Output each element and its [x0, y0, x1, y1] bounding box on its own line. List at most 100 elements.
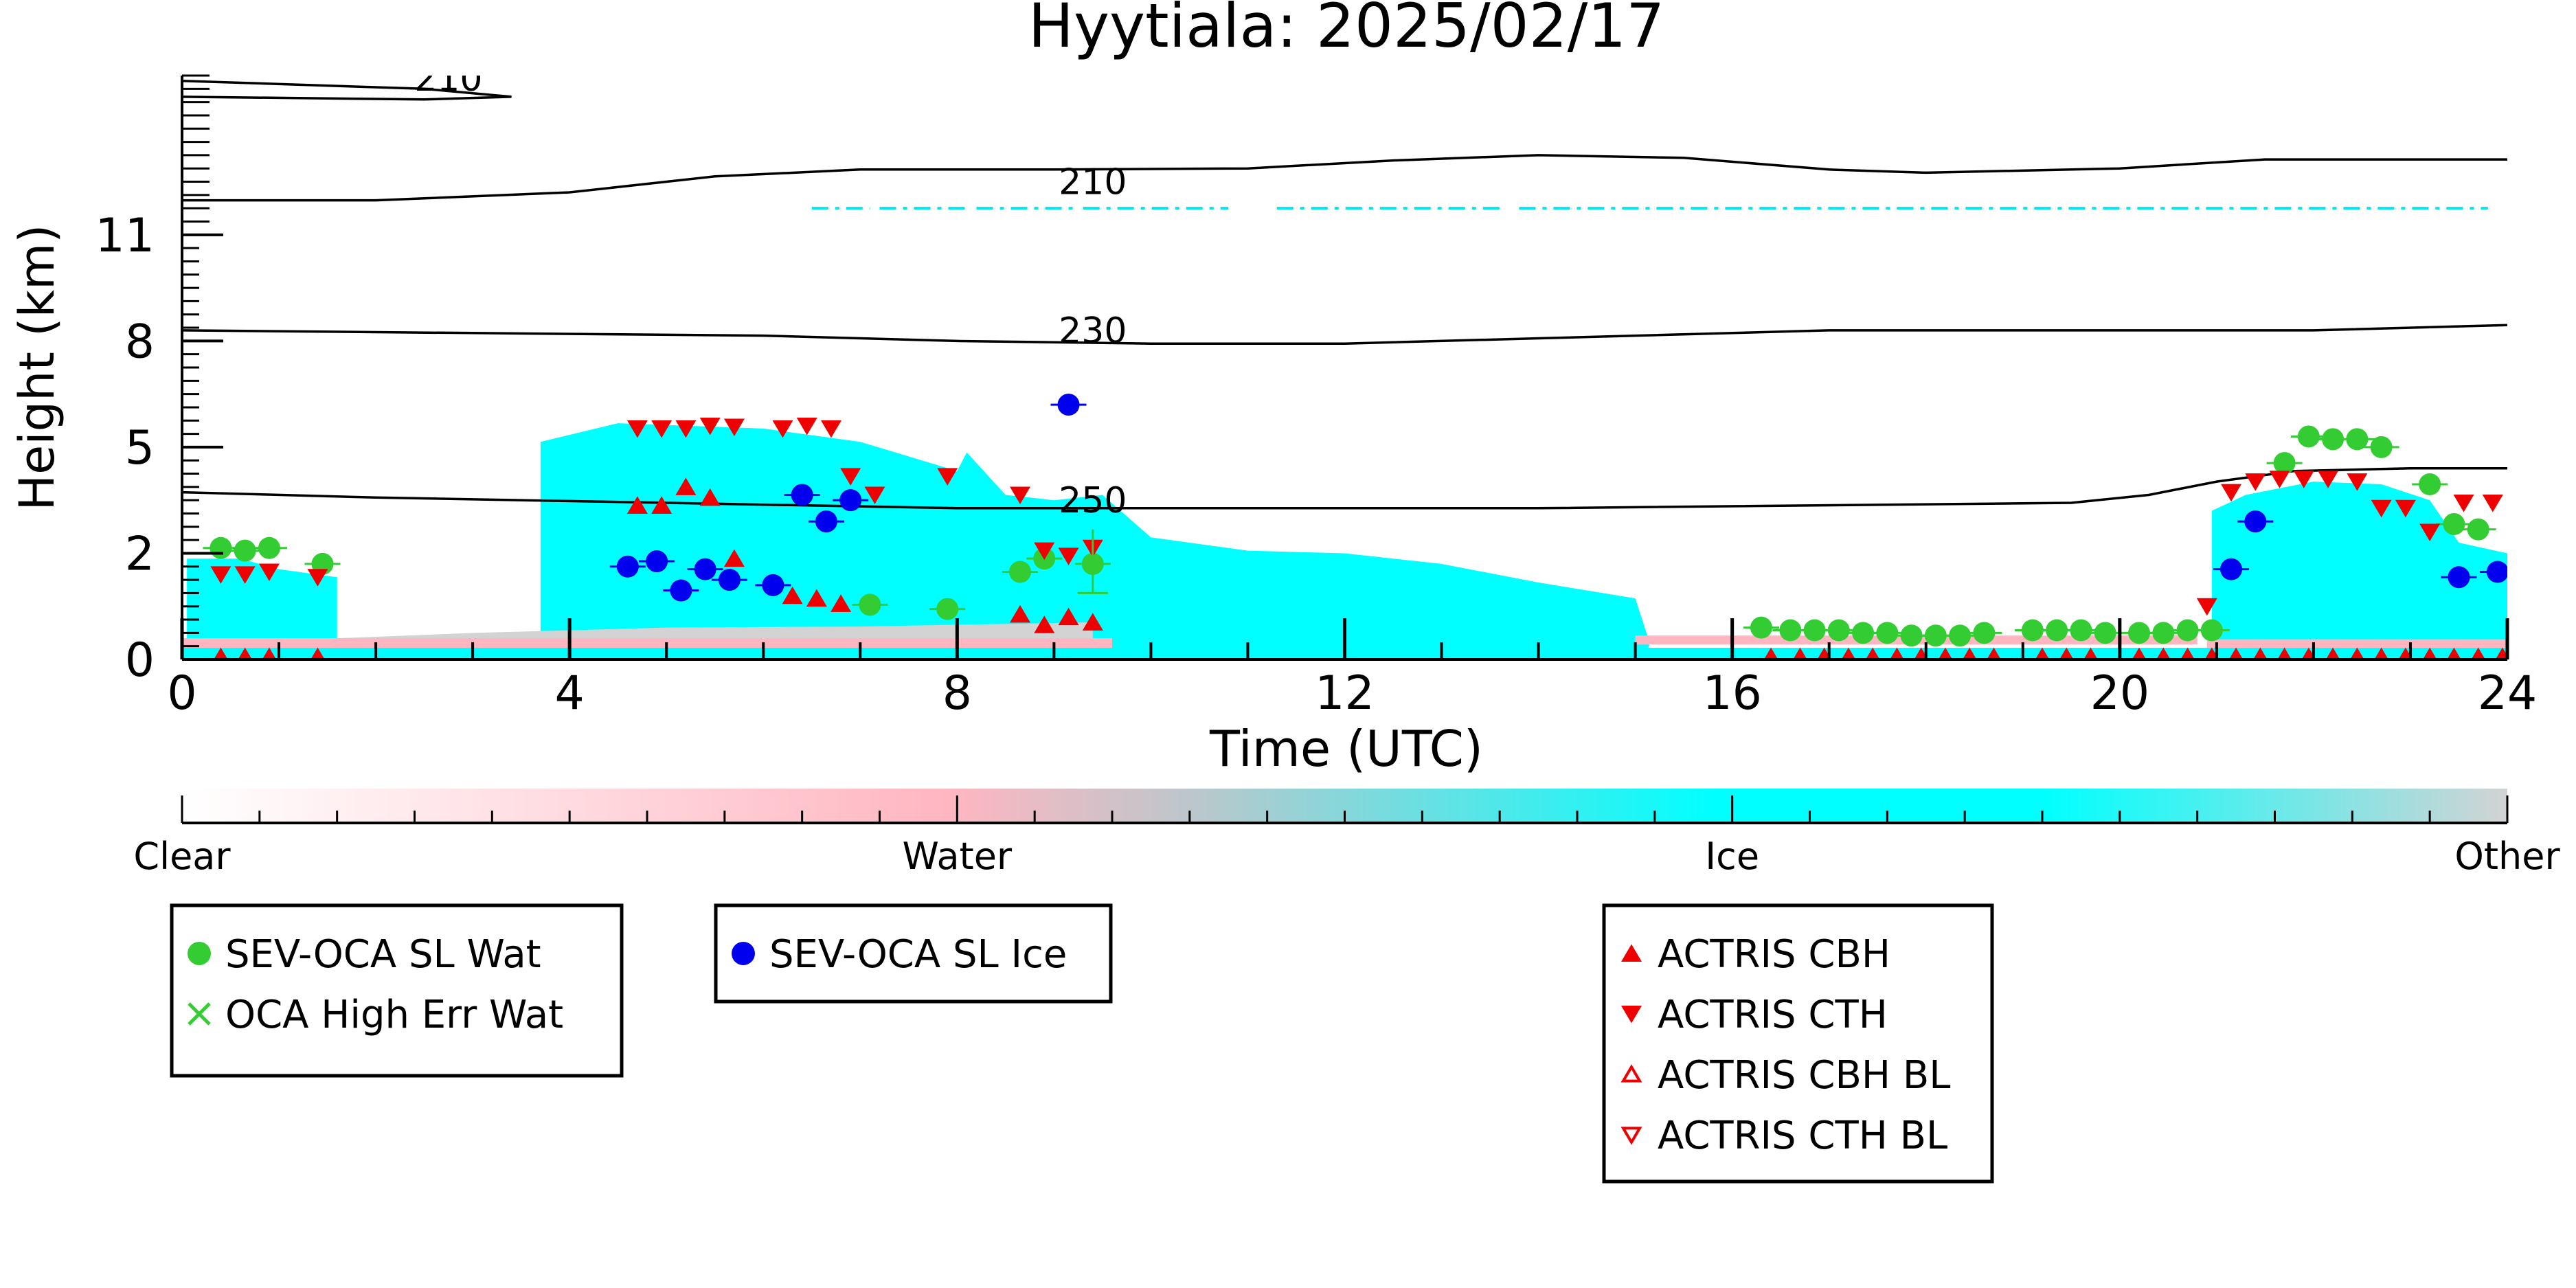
contour-label-2: 230: [1059, 310, 1127, 352]
legend-item-0-0: SEV-OCA SL Wat: [188, 932, 541, 977]
legend-marker: [188, 1002, 211, 1026]
axes: 0 4 8 12 16 20 24 0 2 5 8 11: [95, 74, 2538, 721]
series-3-point-7: [699, 488, 721, 506]
series-0-point-2: [258, 536, 280, 559]
series-2-point-2: [670, 579, 692, 602]
series-3-point-25: [1987, 647, 2001, 659]
series-0-point-26: [2200, 619, 2223, 642]
series-3-point-41: [2422, 647, 2437, 659]
series-0-point-20: [2046, 619, 2068, 642]
series-3-point-5: [651, 496, 673, 514]
series-4-point-24: [2318, 471, 2339, 488]
series-3-point-6: [675, 477, 697, 495]
legend-label-2-2: ACTRIS CBH BL: [1658, 1053, 1950, 1098]
series-4-point-30: [2482, 495, 2503, 512]
series-0-point-21: [2070, 619, 2092, 642]
contour-label-1: 210: [1059, 162, 1127, 203]
legend-item-2-3: ACTRIS CTH BL: [1620, 1114, 1947, 1158]
legend-marker: [732, 942, 755, 965]
legend-item-2-2: ACTRIS CBH BL: [1620, 1053, 1950, 1098]
series-0-point-31: [2370, 436, 2393, 458]
series-4-point-26: [2371, 499, 2392, 518]
series-2-point-3: [694, 558, 716, 580]
x-tick-label-6: 24: [2478, 666, 2538, 721]
legend-label-0-0: SEV-OCA SL Wat: [225, 932, 541, 977]
series-0-point-14: [1876, 622, 1899, 644]
series-2-point-12: [2448, 566, 2470, 589]
x-tick-label-1: 4: [555, 666, 585, 721]
series-4-point-23: [2293, 471, 2314, 488]
series-3-point-26: [2035, 647, 2050, 659]
legend-label-1-0: SEV-OCA SL Ice: [769, 932, 1067, 977]
colorbar-label-3: Other: [2454, 835, 2560, 878]
series-0-point-0: [210, 536, 232, 559]
series-3-point-38: [2350, 647, 2364, 659]
series-3-point-19: [1841, 647, 1856, 659]
series-4-point-28: [2419, 523, 2441, 542]
series-3-point-15: [1082, 613, 1103, 631]
series-2-point-10: [2220, 558, 2243, 580]
series-0-point-13: [1852, 622, 1875, 644]
legend-marker: [1621, 1006, 1642, 1024]
colorbar-label-0: Clear: [133, 835, 231, 878]
x-tick-label-4: 16: [1702, 666, 1762, 721]
legend-marker: [188, 942, 211, 965]
legend-box-2: ACTRIS CBH ACTRIS CTH ACTRIS CBH BL ACTRIS …: [1602, 903, 1994, 1184]
series-3-point-43: [2471, 647, 2485, 659]
series-4-point-19: [2196, 598, 2217, 616]
y-tick-label-1: 2: [125, 527, 155, 581]
series-4-point-2: [258, 563, 280, 581]
series-0-point-1: [234, 539, 256, 562]
series-4-point-10: [796, 418, 817, 436]
series-3-point-12: [1010, 605, 1031, 623]
legend-label-0-1: OCA High Err Wat: [225, 993, 563, 1037]
x-tick-label-5: 20: [2090, 666, 2150, 721]
y-tick-label-3: 8: [125, 315, 155, 369]
series-2-point-11: [2244, 510, 2267, 533]
series-2: [609, 394, 2507, 602]
contour-line-1: [182, 154, 2507, 202]
series-3-point-11: [831, 594, 852, 612]
series-0-point-15: [1900, 624, 1923, 647]
series-3-point-44: [2495, 647, 2507, 659]
series-4-point-17: [1058, 547, 1079, 565]
series-3-point-27: [2059, 647, 2074, 659]
series-3-point-28: [2083, 647, 2098, 659]
series-4-point-4: [626, 420, 648, 438]
ice-region-0: [187, 558, 337, 641]
series-0: [203, 425, 2496, 647]
series-3-point-31: [2180, 647, 2195, 659]
series-0-point-24: [2152, 622, 2175, 644]
series-0-point-18: [1973, 622, 1996, 644]
series-0-point-32: [2419, 473, 2441, 495]
series-3-point-42: [2447, 647, 2461, 659]
colorbar-label-1: Water: [903, 835, 1013, 878]
legend-item-0-1: OCA High Err Wat: [188, 993, 563, 1037]
series-0-point-27: [2273, 452, 2296, 475]
series-3-point-24: [1963, 647, 1977, 659]
chart-title: Hyytiala: 2025/02/17: [1028, 0, 1664, 61]
plot-area: 210 210 230 250: [182, 76, 2507, 659]
series-2-point-6: [791, 484, 813, 506]
series-2-point-4: [718, 569, 741, 591]
x-tick-label-0: 0: [167, 666, 196, 721]
legend-label-2-0: ACTRIS CBH: [1658, 932, 1890, 977]
x-tick-label-2: 8: [942, 666, 972, 721]
series-3-point-34: [2253, 647, 2268, 659]
series-0-point-25: [2176, 619, 2199, 642]
series-3-point-35: [2277, 647, 2292, 659]
ice-region-1: [187, 423, 1650, 657]
series-4-point-22: [2269, 471, 2290, 488]
series-3-point-21: [1890, 647, 1904, 659]
series-3-point-2: [262, 647, 277, 659]
series-3-point-14: [1058, 607, 1079, 626]
legend-box-0: SEV-OCA SL Wat OCA High Err Wat: [170, 903, 624, 1078]
series-4-point-1: [234, 566, 256, 584]
series-0-point-29: [2322, 428, 2345, 451]
series-3-point-0: [214, 647, 228, 659]
series-4-point-12: [840, 468, 861, 486]
y-axis-label: Height (km): [9, 225, 65, 511]
legend-label-2-3: ACTRIS CTH BL: [1658, 1114, 1947, 1158]
series-0-point-4: [859, 594, 881, 616]
